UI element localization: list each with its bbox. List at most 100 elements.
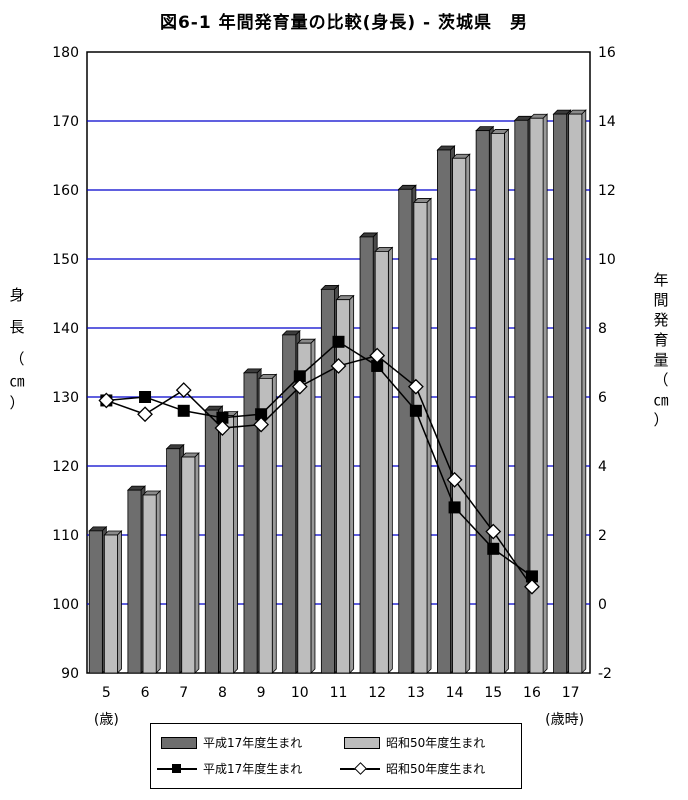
y-right-label-char: 発 — [653, 311, 669, 329]
legend-swatch-bar-heisei — [161, 736, 197, 749]
x-tick-label: 6 — [141, 685, 150, 701]
bar-showa — [142, 490, 162, 674]
bar-showa — [528, 113, 549, 674]
legend: 平成17年度生まれ 昭和50年度生まれ 平成17年度生まれ 昭和50年度生まれ — [150, 723, 522, 789]
point-showa — [291, 378, 308, 395]
legend-swatch-line-showa — [340, 761, 380, 775]
y-right-label-char: （ — [653, 371, 669, 389]
bar-heisei — [475, 125, 495, 674]
point-showa — [446, 471, 463, 488]
point-heisei — [216, 411, 229, 424]
y-left-tick-label: 150 — [52, 252, 79, 268]
x-tick-label: 12 — [368, 685, 386, 701]
legend-item-bar-showa: 昭和50年度生まれ — [344, 734, 485, 751]
bar-heisei — [359, 231, 379, 674]
y-left-label-char: ㎝ — [9, 372, 25, 390]
point-heisei — [139, 391, 152, 403]
point-showa — [485, 523, 502, 540]
bar-showa — [567, 109, 587, 674]
point-heisei — [448, 501, 461, 514]
y-right-label-char: ） — [653, 411, 669, 429]
y-left-label-char: 長 — [9, 318, 25, 336]
x-tick-label: 5 — [102, 685, 111, 701]
x-tick-label: 11 — [330, 685, 348, 701]
bar-heisei — [165, 443, 185, 674]
bar-showa — [180, 452, 200, 674]
y-left-tick-label: 170 — [52, 114, 79, 130]
bar-showa — [412, 197, 433, 674]
point-showa — [330, 358, 347, 374]
point-showa — [524, 578, 540, 595]
point-heisei — [409, 404, 422, 417]
point-showa — [175, 382, 192, 399]
y-right-label-char: ㎝ — [653, 391, 669, 409]
bar-showa — [335, 294, 355, 674]
y-left-tick-label: 120 — [52, 459, 79, 475]
y-left-tick-label: 140 — [52, 321, 79, 337]
x-tick-label: 13 — [407, 685, 425, 701]
point-showa — [407, 378, 424, 395]
x-tick-label: 14 — [446, 685, 464, 701]
y-right-tick-label: 14 — [598, 114, 616, 130]
x-unit-right: (歳時) — [545, 712, 584, 728]
y-axis-right-label: 年間発育量 （ ㎝ ） — [651, 270, 671, 430]
legend-item-bar-heisei: 平成17年度生まれ — [161, 734, 302, 751]
point-showa — [98, 392, 115, 409]
bar-heisei — [126, 485, 147, 674]
y-right-label-char: 量 — [653, 351, 669, 369]
bar-heisei — [204, 405, 224, 674]
y-right-tick-label: 6 — [598, 390, 607, 406]
x-tick-label: 16 — [523, 685, 541, 701]
point-heisei — [371, 359, 384, 372]
legend-swatch-bar-showa — [344, 736, 380, 749]
x-tick-label: 10 — [291, 685, 309, 701]
line-heisei — [106, 340, 533, 578]
y-axis-left-label: 身長 （ ㎝ ） — [7, 285, 27, 415]
y-right-tick-label: 4 — [598, 459, 607, 475]
x-tick-label: 17 — [562, 685, 580, 701]
y-right-tick-label: 0 — [598, 597, 607, 613]
legend-item-line-heisei: 平成17年度生まれ — [157, 760, 302, 777]
bars — [88, 109, 587, 674]
y-left-label-char: （ — [9, 350, 25, 368]
legend-label-bar-showa: 昭和50年度生まれ — [386, 736, 486, 750]
x-tick-label: 15 — [484, 685, 502, 701]
point-heisei — [332, 335, 345, 348]
x-unit-left: (歳) — [94, 712, 119, 728]
y-right-tick-label: 8 — [598, 321, 607, 337]
legend-swatch-line-heisei — [157, 763, 197, 775]
point-heisei — [487, 542, 500, 555]
legend-item-line-showa: 昭和50年度生まれ — [340, 760, 485, 777]
point-showa — [253, 416, 270, 433]
x-tick-label: 7 — [179, 685, 188, 701]
y-left-tick-label: 130 — [52, 390, 79, 406]
y-right-label-char: 間 — [653, 291, 669, 309]
legend-label-line-heisei: 平成17年度生まれ — [203, 762, 303, 776]
point-heisei — [525, 570, 538, 583]
y-right-tick-label: -2 — [598, 666, 612, 682]
bar-heisei — [436, 145, 456, 674]
chart-title: 図6-1 年間発育量の比較(身長) - 茨城県 男 — [159, 13, 529, 33]
y-left-label-char: 身 — [9, 286, 25, 304]
bar-showa — [490, 128, 510, 674]
line-showa — [106, 354, 533, 588]
bar-showa — [374, 246, 394, 674]
point-heisei — [293, 370, 306, 383]
x-tick-label: 9 — [257, 685, 266, 701]
bar-showa — [219, 410, 239, 674]
legend-label-line-showa: 昭和50年度生まれ — [386, 762, 486, 776]
y-right-tick-label: 2 — [598, 528, 607, 544]
y-left-tick-label: 90 — [61, 666, 79, 682]
point-heisei — [177, 404, 190, 417]
y-left-tick-label: 180 — [52, 45, 79, 61]
point-showa — [369, 347, 386, 364]
bar-heisei — [88, 525, 108, 674]
x-tick-label: 8 — [218, 685, 227, 701]
y-right-tick-label: 12 — [598, 183, 616, 199]
bar-heisei — [552, 109, 572, 674]
y-left-tick-label: 100 — [52, 597, 79, 613]
point-showa — [137, 406, 153, 423]
y-right-label-char: 年 — [653, 271, 669, 289]
point-showa — [214, 420, 231, 436]
y-left-label-char: ） — [9, 394, 25, 412]
